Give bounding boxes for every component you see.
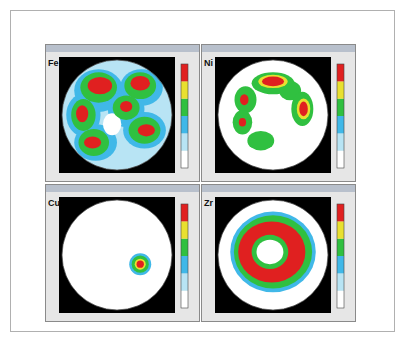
panel-title: Cu xyxy=(48,198,60,208)
colorbar-cell xyxy=(181,204,188,221)
colorbar-cell xyxy=(337,239,344,256)
title-bar xyxy=(46,185,199,192)
colorbar-cell xyxy=(337,64,344,81)
contour-blob xyxy=(239,118,246,127)
contour-blob xyxy=(71,99,95,131)
window: Fe xyxy=(46,45,200,182)
colorbar-frame xyxy=(337,204,344,308)
contour-blob xyxy=(218,60,328,170)
contour-blob xyxy=(230,212,316,293)
contour-blob xyxy=(62,200,172,310)
contour-blob xyxy=(218,200,328,310)
plot-background xyxy=(59,197,175,313)
colorbar-cell xyxy=(181,273,188,290)
contour-blob xyxy=(88,77,112,94)
colorbar-cell xyxy=(181,133,188,150)
contour-blob xyxy=(240,94,249,105)
colorbar-cell xyxy=(337,151,344,168)
colorbar-cell xyxy=(181,64,188,81)
title-bar xyxy=(46,45,199,52)
colorbar-cell xyxy=(337,221,344,238)
contour-blob xyxy=(129,253,151,275)
colorbar-cell xyxy=(337,273,344,290)
colorbar-cell xyxy=(337,81,344,98)
contour-blob xyxy=(291,92,313,126)
contour-blob xyxy=(76,105,88,122)
contour-blob xyxy=(238,221,305,282)
window-body xyxy=(202,45,356,182)
plot-area xyxy=(62,60,172,170)
colorbar-cell xyxy=(337,116,344,133)
contour-blob xyxy=(124,72,156,99)
colorbar-cell xyxy=(181,291,188,308)
colorbar-cell xyxy=(337,133,344,150)
window: Zr xyxy=(202,185,356,322)
title-bar xyxy=(202,185,355,192)
contour-blob xyxy=(234,215,312,288)
contour-blob xyxy=(299,102,308,117)
colorbar-frame xyxy=(181,64,188,168)
contour-blob xyxy=(297,99,310,120)
window: Cu xyxy=(46,185,200,322)
colorbar-cell xyxy=(181,239,188,256)
window-body xyxy=(202,185,356,322)
title-bar xyxy=(202,45,355,52)
contour-blob xyxy=(132,256,149,273)
colorbar-cell xyxy=(337,256,344,273)
window-body xyxy=(46,185,200,322)
colorbar-cell xyxy=(337,204,344,221)
contour-blob xyxy=(252,235,289,269)
plot-background xyxy=(59,57,175,173)
plot-area xyxy=(218,200,328,310)
contour-blob xyxy=(235,86,257,113)
colorbar-frame xyxy=(337,64,344,168)
contour-blob xyxy=(129,117,161,144)
window: Ni xyxy=(202,45,356,182)
contour-blob xyxy=(247,131,274,151)
plot-area xyxy=(62,200,172,310)
contour-blob xyxy=(79,129,110,156)
contour-blob xyxy=(62,60,172,170)
panel-title: Ni xyxy=(204,58,213,68)
contour-blob xyxy=(130,76,150,91)
contour-blob xyxy=(262,77,284,87)
frame xyxy=(11,11,395,332)
plot-area xyxy=(218,60,328,170)
colorbar-cell xyxy=(181,99,188,116)
contour-blob xyxy=(120,101,132,112)
colorbar-cell xyxy=(181,256,188,273)
contour-blob xyxy=(80,72,117,103)
window-body xyxy=(46,45,200,182)
contour-blob xyxy=(257,240,284,264)
plot-background xyxy=(215,57,331,173)
domain-circle xyxy=(218,60,328,170)
contour-blob xyxy=(233,110,253,134)
domain-circle xyxy=(62,200,172,310)
colorbar-frame xyxy=(181,204,188,308)
colorbar-cell xyxy=(181,151,188,168)
canvas: Fe Ni Cu Zr xyxy=(0,0,405,342)
panel-title: Zr xyxy=(204,198,213,208)
domain-circle xyxy=(62,60,172,170)
contour-blob xyxy=(135,259,146,270)
contour-blob xyxy=(258,75,287,88)
colorbar-cell xyxy=(181,116,188,133)
panel-title: Fe xyxy=(48,58,59,68)
colorbar-cell xyxy=(181,81,188,98)
contour-blob xyxy=(138,124,155,136)
contour-blob xyxy=(137,261,144,268)
colorbar-cell xyxy=(337,99,344,116)
colorbar-cell xyxy=(181,221,188,238)
plot-background xyxy=(215,197,331,313)
colorbar-cell xyxy=(337,291,344,308)
contour-blob xyxy=(84,136,101,148)
domain-circle xyxy=(218,200,328,310)
contour-blob xyxy=(113,95,140,119)
